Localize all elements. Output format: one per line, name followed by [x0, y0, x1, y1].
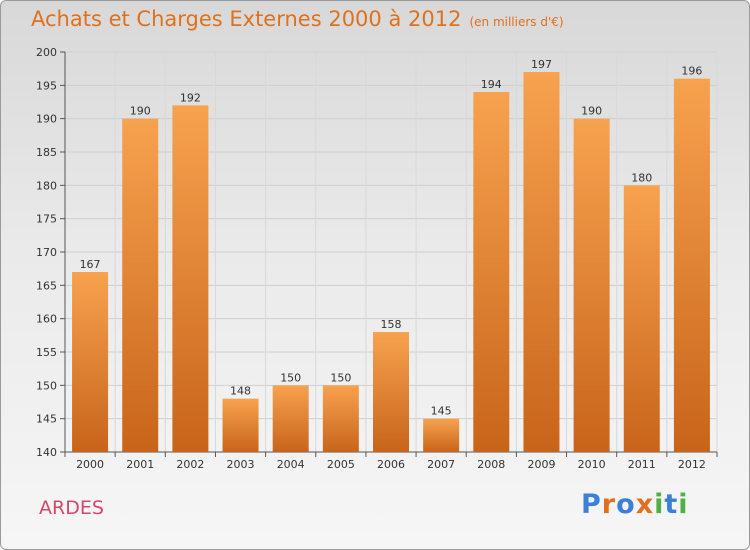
x-tick-label: 2006	[377, 458, 405, 471]
x-tick-label: 2011	[628, 458, 656, 471]
y-tick-label: 200	[36, 46, 57, 59]
bar	[423, 418, 460, 452]
x-tick-label: 2010	[578, 458, 606, 471]
data-label: 145	[431, 405, 452, 418]
labels: 1401451501551601651701751801851901952001…	[36, 46, 706, 471]
x-tick-label: 2012	[678, 458, 706, 471]
bar	[473, 92, 510, 452]
y-tick-label: 170	[36, 246, 57, 259]
bar	[172, 105, 209, 452]
logo-letter: P	[581, 489, 602, 520]
x-tick-label: 2000	[76, 458, 104, 471]
x-tick-label: 2005	[327, 458, 355, 471]
place-name: ARDES	[39, 497, 104, 519]
data-label: 150	[280, 371, 301, 384]
y-tick-label: 190	[36, 113, 57, 126]
data-label: 190	[130, 105, 151, 118]
data-label: 190	[581, 105, 602, 118]
bar	[222, 398, 259, 452]
logo-letter: i	[654, 489, 665, 520]
chart-title: Achats et Charges Externes 2000 à 2012 (e…	[31, 7, 564, 31]
bar	[623, 185, 660, 453]
logo-letter: r	[601, 489, 617, 520]
chart-title-text: Achats et Charges Externes 2000 à 2012	[31, 7, 462, 31]
bar	[272, 385, 309, 452]
logo-letter: t	[664, 489, 679, 520]
bar	[573, 118, 610, 453]
y-tick-label: 180	[36, 179, 57, 192]
data-label: 180	[631, 171, 652, 184]
y-tick-label: 145	[36, 413, 57, 426]
data-label: 167	[80, 258, 101, 271]
bars	[72, 72, 710, 453]
y-tick-label: 165	[36, 279, 57, 292]
x-tick-label: 2004	[277, 458, 305, 471]
data-label: 196	[681, 65, 702, 78]
x-tick-label: 2002	[176, 458, 204, 471]
data-label: 158	[381, 318, 402, 331]
y-tick-label: 185	[36, 146, 57, 159]
y-tick-label: 195	[36, 79, 57, 92]
bar	[373, 332, 409, 452]
logo-letter: x	[635, 489, 655, 520]
data-label: 192	[180, 91, 201, 104]
logo-letter: o	[616, 489, 636, 520]
chart-unit: (en milliers d'€)	[469, 15, 564, 29]
proxiti-logo: Proxiti	[581, 489, 689, 520]
x-tick-label: 2007	[427, 458, 455, 471]
y-tick-label: 140	[36, 446, 57, 459]
x-tick-label: 2001	[126, 458, 154, 471]
bar	[322, 385, 359, 452]
y-tick-label: 175	[36, 213, 57, 226]
x-tick-label: 2009	[527, 458, 555, 471]
bar	[122, 118, 159, 453]
y-tick-label: 150	[36, 379, 57, 392]
y-tick-label: 160	[36, 313, 57, 326]
bar	[673, 78, 710, 453]
data-label: 194	[481, 78, 502, 91]
data-label: 197	[531, 58, 552, 71]
x-tick-label: 2003	[227, 458, 255, 471]
logo-letter: i	[678, 489, 689, 520]
data-label: 148	[230, 385, 251, 398]
x-tick-label: 2008	[477, 458, 505, 471]
bar	[523, 72, 560, 452]
data-label: 150	[330, 371, 351, 384]
y-tick-label: 155	[36, 346, 57, 359]
bar	[72, 272, 109, 452]
